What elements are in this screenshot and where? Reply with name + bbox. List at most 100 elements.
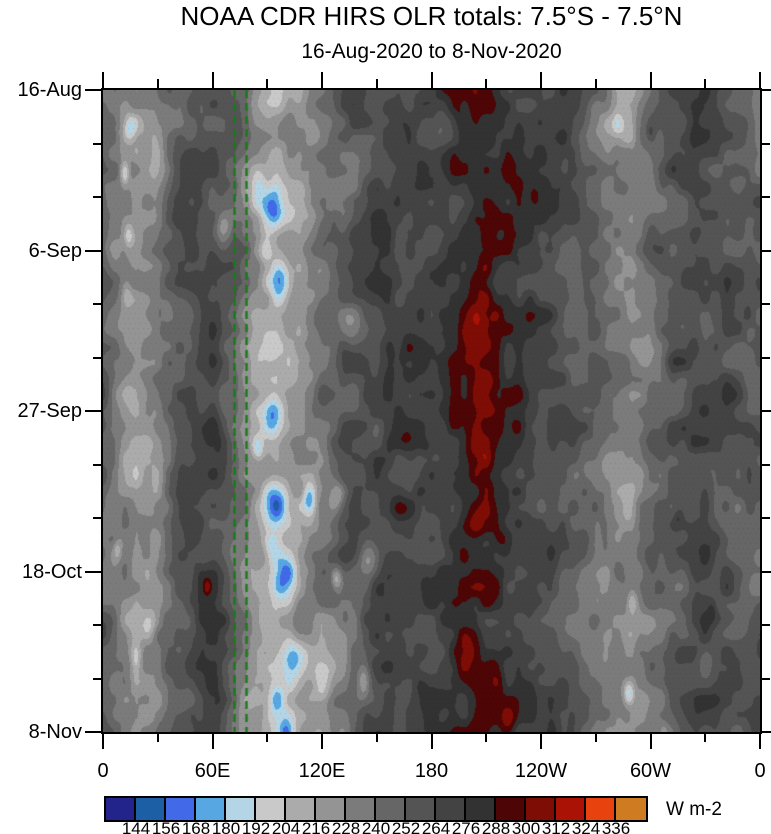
y-axis-major-tick [762, 570, 771, 573]
chart-subtitle: 16-Aug-2020 to 8-Nov-2020 [301, 40, 562, 63]
colorbar-cell [226, 798, 256, 820]
colorbar-tick-label: 300 [511, 819, 541, 834]
x-axis-minor-tick [485, 79, 488, 88]
y-axis-major-tick [85, 410, 101, 412]
colorbar-cell [496, 798, 526, 820]
x-axis-minor-tick [266, 734, 269, 742]
y-axis-minor-tick [93, 463, 101, 466]
y-axis-minor-tick [762, 196, 770, 198]
x-axis-tick-label: 180 [414, 760, 449, 782]
x-axis-major-tick [759, 72, 761, 88]
colorbar-tick-label: 288 [481, 819, 511, 834]
y-axis-tick-label: 27-Sep [17, 400, 83, 422]
colorbar-cell [256, 798, 286, 820]
x-axis-tick-label: 60E [194, 760, 231, 782]
x-axis-minor-tick [375, 734, 378, 742]
y-axis-minor-tick [93, 677, 101, 680]
colorbar-cell [376, 798, 406, 820]
colorbar-tick-label: 276 [451, 819, 481, 834]
y-axis-minor-tick [93, 624, 101, 626]
colorbar-tick-label: 228 [331, 819, 361, 834]
x-axis-minor-tick [594, 79, 597, 88]
y-axis-tick-label: 16-Aug [17, 79, 83, 101]
x-axis-minor-tick [375, 79, 378, 88]
chart-title: NOAA CDR HIRS OLR totals: 7.5°S - 7.5°N [180, 1, 683, 31]
colorbar-cell [586, 798, 616, 820]
colorbar-cell [406, 798, 436, 820]
colorbar-tick-label: 180 [211, 819, 241, 834]
colorbar-tick-label: 240 [361, 819, 391, 834]
colorbar-tick-label: 192 [241, 819, 271, 834]
y-axis-tick-label: 18-Oct [21, 560, 82, 583]
y-axis-minor-tick [93, 196, 101, 198]
y-axis-minor-tick [762, 356, 770, 359]
y-axis-major-tick [762, 410, 771, 412]
x-axis-tick-label: 120W [514, 760, 568, 782]
y-axis-minor-tick [93, 303, 101, 305]
y-axis-minor-tick [762, 517, 770, 519]
colorbar-cell [106, 798, 136, 820]
x-axis-minor-tick [704, 734, 707, 742]
x-axis-major-tick [211, 72, 214, 88]
x-axis-major-tick [430, 734, 433, 749]
y-axis-minor-tick [762, 303, 770, 305]
colorbar-cell [196, 798, 226, 820]
x-axis-tick-label: 0 [754, 760, 766, 782]
y-axis-major-tick [762, 731, 771, 733]
colorbar-tick-label: 264 [421, 819, 451, 834]
colorbar-cell [526, 798, 556, 820]
y-axis-minor-tick [762, 463, 770, 466]
x-axis-tick-label: 120E [298, 760, 346, 782]
y-axis-major-tick [762, 249, 771, 252]
x-axis-tick-label: 0 [97, 760, 109, 782]
colorbar [104, 796, 648, 822]
colorbar-cell [286, 798, 316, 820]
colorbar-cell [136, 798, 166, 820]
x-axis-major-tick [649, 72, 652, 88]
colorbar-units-label: W m-2 [666, 799, 722, 820]
colorbar-tick-label: 336 [601, 819, 631, 834]
y-axis-minor-tick [93, 356, 101, 359]
x-axis-minor-tick [156, 734, 159, 742]
x-axis-major-tick [211, 734, 214, 749]
y-axis-minor-tick [93, 142, 101, 145]
x-axis-major-tick [102, 72, 104, 88]
colorbar-tick-label: 312 [541, 819, 571, 834]
colorbar-cell [346, 798, 376, 820]
x-axis-major-tick [540, 72, 542, 88]
colorbar-cell [616, 798, 646, 820]
x-axis-minor-tick [594, 734, 597, 742]
y-axis-tick-label: 6-Sep [28, 239, 82, 262]
colorbar-cell [166, 798, 196, 820]
colorbar-tick-label: 144 [121, 819, 151, 834]
y-axis-minor-tick [93, 517, 101, 519]
x-axis-minor-tick [266, 79, 269, 88]
y-axis-minor-tick [762, 624, 770, 626]
olr-heatmap-canvas [103, 90, 760, 732]
y-axis-minor-tick [762, 677, 770, 680]
x-axis-minor-tick [156, 79, 159, 88]
colorbar-cell [556, 798, 586, 820]
y-axis-major-tick [85, 731, 101, 733]
x-axis-major-tick [649, 734, 652, 749]
colorbar-tick-label: 156 [151, 819, 181, 834]
colorbar-cell [466, 798, 496, 820]
colorbar-tick-label: 252 [391, 819, 421, 834]
colorbar-tick-label: 204 [271, 819, 301, 834]
x-axis-minor-tick [704, 79, 707, 88]
colorbar-tick-label: 168 [181, 819, 211, 834]
x-axis-major-tick [540, 734, 542, 749]
colorbar-cell [436, 798, 466, 820]
x-axis-major-tick [430, 72, 433, 88]
x-axis-major-tick [759, 734, 761, 749]
x-axis-major-tick [321, 72, 323, 88]
y-axis-major-tick [85, 89, 101, 91]
y-axis-major-tick [762, 89, 771, 91]
y-axis-major-tick [85, 570, 101, 573]
colorbar-cell [316, 798, 346, 820]
x-axis-major-tick [102, 734, 104, 749]
x-axis-minor-tick [485, 734, 488, 742]
colorbar-tick-label: 324 [571, 819, 601, 834]
y-axis-tick-label: 8-Nov [28, 721, 82, 743]
